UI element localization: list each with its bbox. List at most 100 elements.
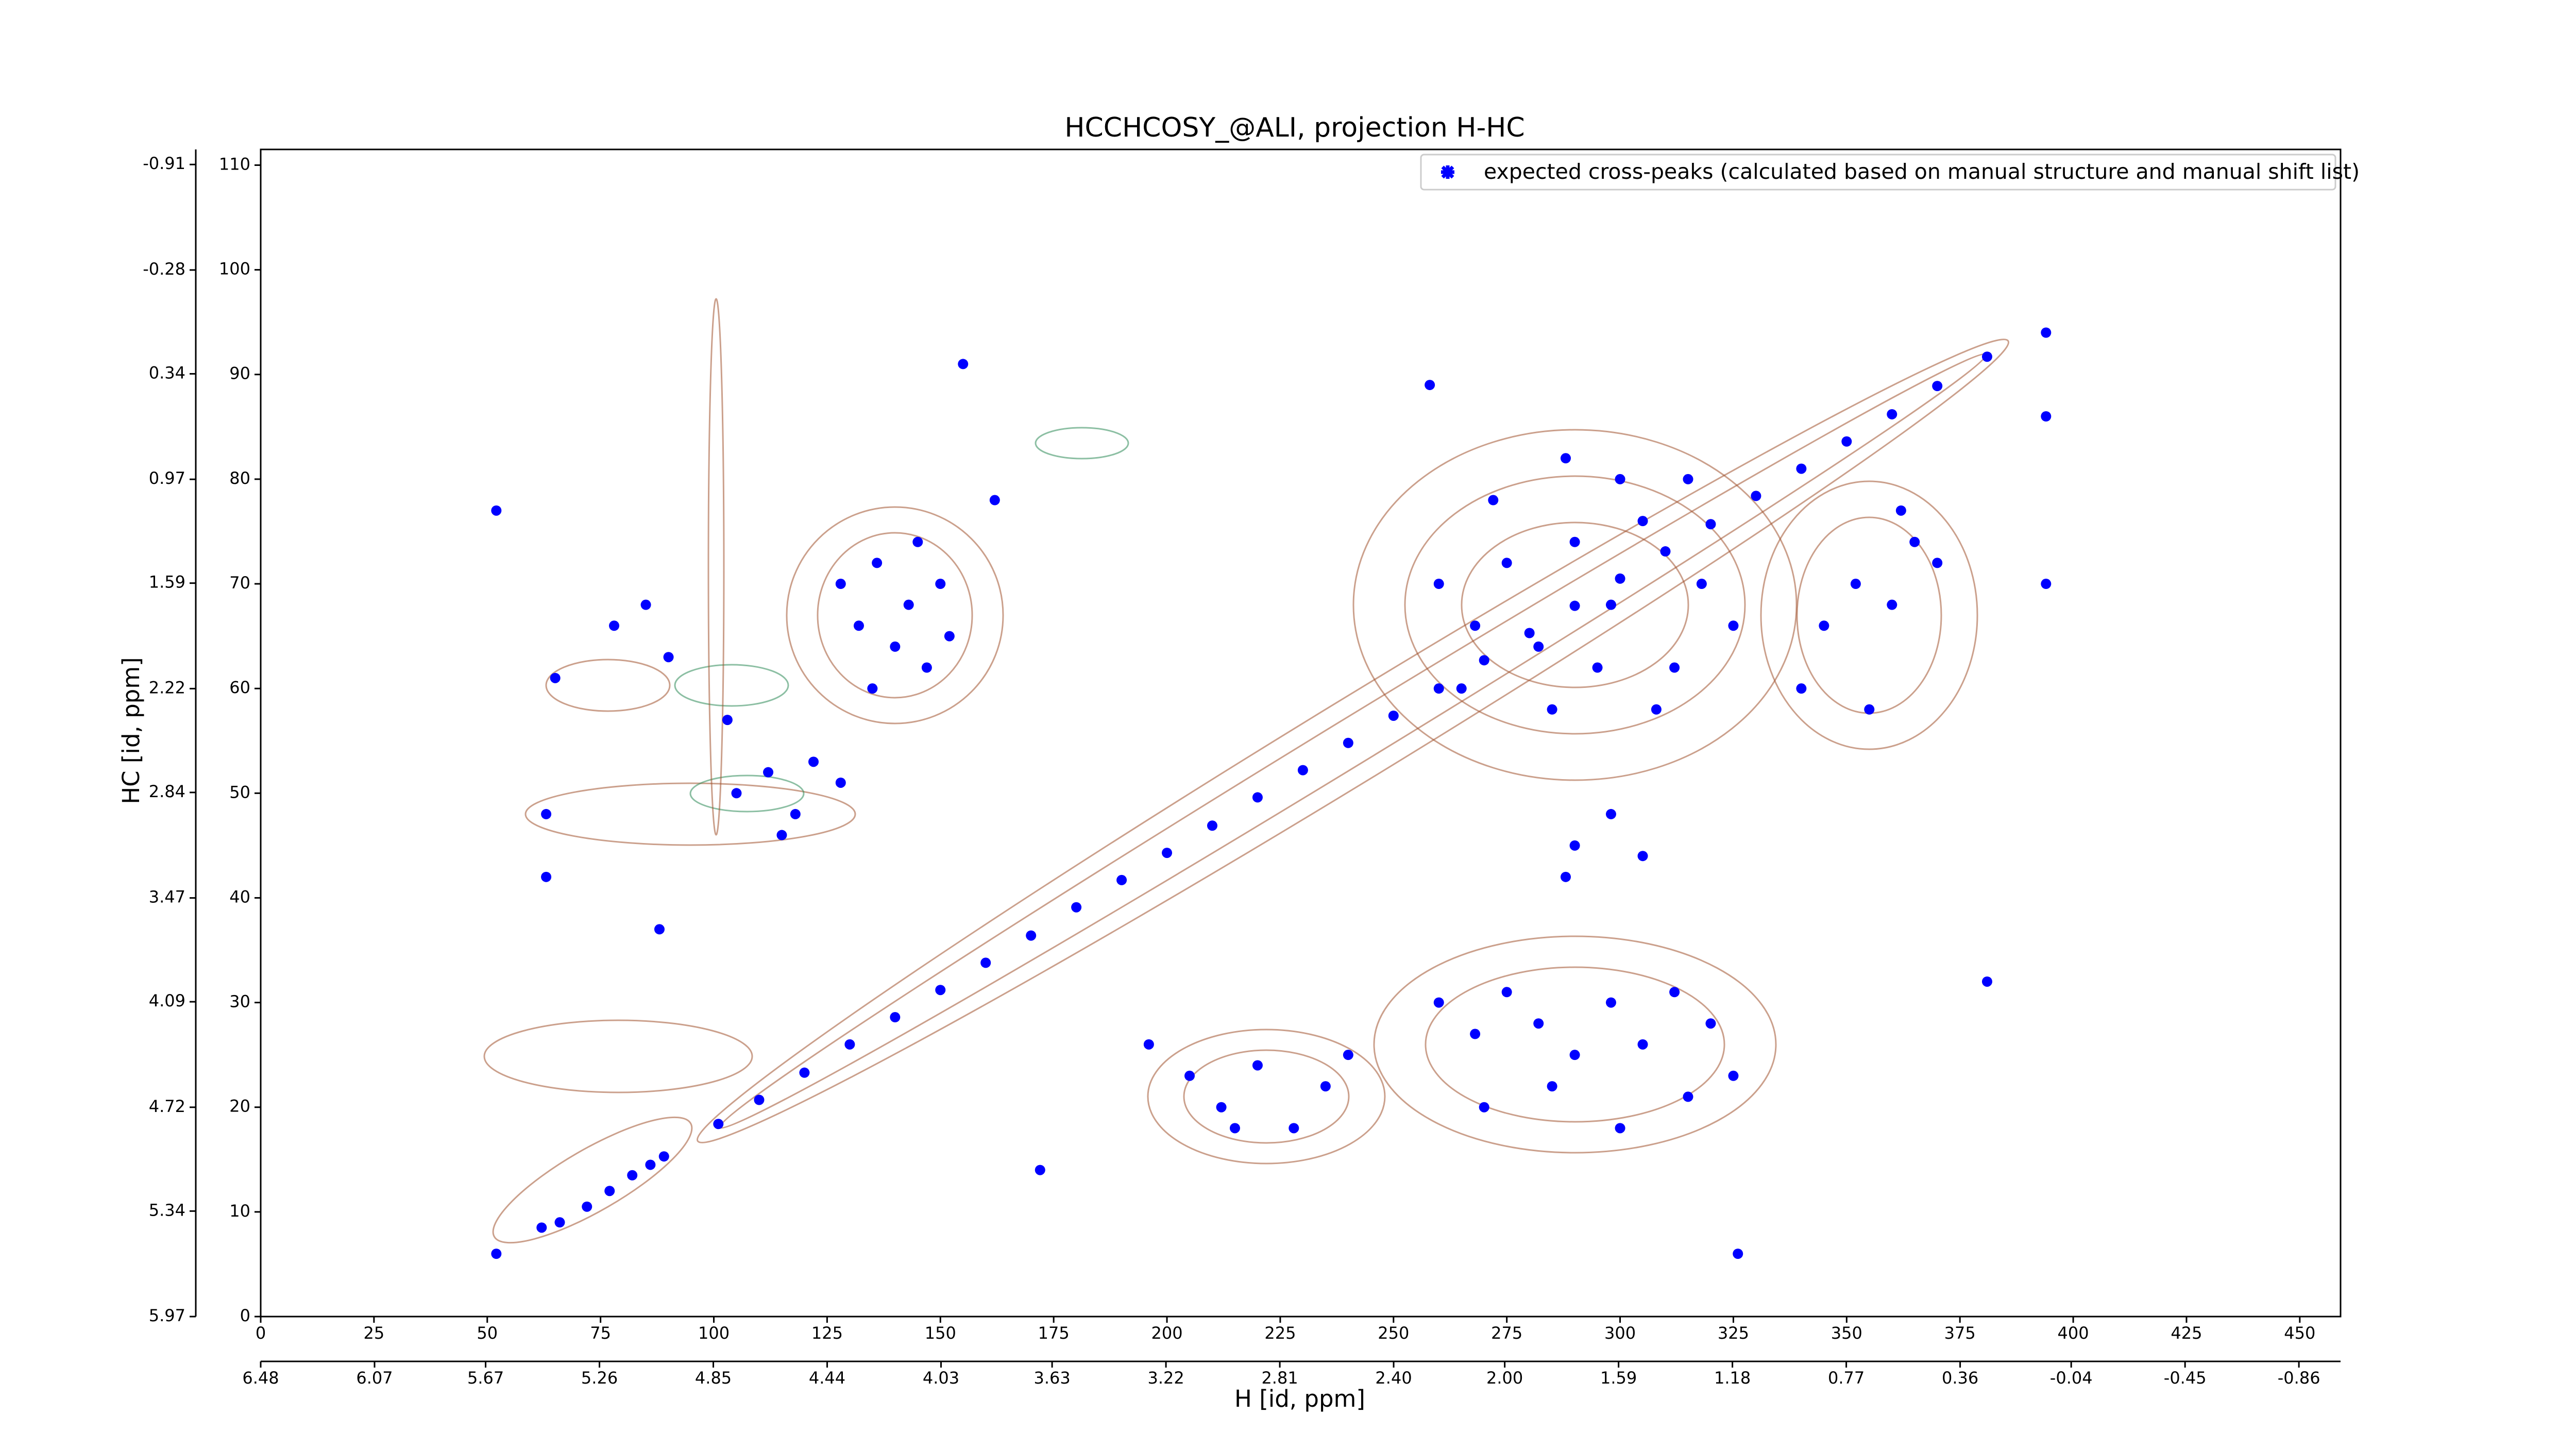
cross-peak bbox=[1433, 683, 1444, 694]
cross-peak bbox=[1035, 1165, 1045, 1175]
x2-tick-label: -0.86 bbox=[2278, 1368, 2320, 1388]
cross-peak bbox=[722, 715, 733, 726]
y-tick-label: 0 bbox=[240, 1306, 250, 1325]
cross-peak bbox=[1981, 976, 1992, 987]
cross-peak bbox=[980, 957, 991, 968]
cross-peak bbox=[2041, 327, 2052, 338]
cross-peak bbox=[1683, 1091, 1693, 1102]
x-tick-label: 325 bbox=[1718, 1323, 1749, 1343]
x2-tick-label: 2.00 bbox=[1486, 1368, 1523, 1388]
cross-peak bbox=[1533, 641, 1544, 652]
cross-peak bbox=[1388, 710, 1399, 721]
y2-tick-label: 2.22 bbox=[149, 678, 185, 697]
cross-peak bbox=[935, 579, 946, 589]
cross-peak bbox=[835, 777, 846, 788]
cross-peak bbox=[731, 788, 742, 799]
cross-peak bbox=[958, 359, 969, 369]
cross-peak bbox=[754, 1094, 765, 1105]
y-tick-label: 100 bbox=[219, 259, 250, 279]
cross-peak bbox=[1297, 765, 1308, 776]
cross-peak bbox=[1660, 546, 1671, 557]
cross-peak bbox=[1569, 1050, 1580, 1060]
x2-tick-label: -0.45 bbox=[2164, 1368, 2207, 1388]
cross-peak bbox=[1501, 987, 1512, 998]
cross-peak bbox=[1605, 808, 1616, 819]
cross-peak bbox=[645, 1159, 656, 1170]
cross-peak bbox=[1229, 1123, 1240, 1134]
x2-tick-label: 6.07 bbox=[356, 1368, 393, 1388]
x-tick-label: 25 bbox=[364, 1323, 385, 1343]
y-tick-label: 40 bbox=[229, 887, 250, 906]
cross-peak bbox=[1116, 874, 1127, 885]
y-tick-label: 110 bbox=[219, 154, 250, 174]
legend-box bbox=[1420, 154, 2336, 191]
x2-tick-label: 5.67 bbox=[467, 1368, 504, 1388]
y2-tick-label: 1.59 bbox=[149, 572, 185, 592]
legend-label: expected cross-peaks (calculated based o… bbox=[1484, 159, 2360, 184]
cross-peak bbox=[491, 505, 502, 516]
cross-peak bbox=[1026, 930, 1037, 941]
cross-peak bbox=[776, 830, 787, 840]
plot-frame bbox=[260, 148, 2342, 1318]
x-tick-label: 275 bbox=[1491, 1323, 1522, 1343]
cross-peak bbox=[1216, 1102, 1227, 1113]
cross-peak bbox=[1289, 1123, 1299, 1134]
cross-peak bbox=[921, 662, 932, 673]
cross-peak bbox=[663, 652, 674, 663]
x2-tick-label: 1.59 bbox=[1600, 1368, 1637, 1388]
cross-peak bbox=[1143, 1039, 1154, 1050]
x-tick-label: 225 bbox=[1264, 1323, 1296, 1343]
x2-tick-label: 0.36 bbox=[1942, 1368, 1978, 1388]
y-tick-label: 60 bbox=[229, 678, 250, 697]
cross-peak bbox=[1637, 516, 1648, 527]
cross-peak bbox=[1207, 820, 1217, 831]
cross-peak bbox=[903, 599, 914, 610]
y-tick-label: 30 bbox=[229, 992, 250, 1012]
cross-peak bbox=[1343, 1050, 1353, 1060]
cross-peak bbox=[2041, 579, 2052, 589]
cross-peak bbox=[491, 1249, 502, 1259]
cross-peak bbox=[582, 1201, 592, 1212]
cross-peak bbox=[808, 756, 819, 767]
y2-tick-label: 2.84 bbox=[149, 782, 185, 801]
x2-tick-label: 4.03 bbox=[923, 1368, 959, 1388]
cross-peak bbox=[872, 558, 883, 568]
x2-tick-label: 3.63 bbox=[1033, 1368, 1070, 1388]
cross-peak bbox=[1651, 704, 1662, 715]
x-tick-label: 450 bbox=[2284, 1323, 2315, 1343]
cross-peak bbox=[554, 1217, 565, 1228]
x2-tick-label: 0.77 bbox=[1828, 1368, 1865, 1388]
cross-peak bbox=[640, 599, 651, 610]
cross-peak bbox=[1728, 620, 1739, 631]
y-tick-label: 20 bbox=[229, 1097, 250, 1116]
cross-peak bbox=[1887, 409, 1897, 419]
cross-peak bbox=[1470, 1029, 1481, 1039]
cross-peak bbox=[550, 672, 561, 683]
y2-tick-label: 4.09 bbox=[149, 991, 185, 1010]
y-tick-label: 70 bbox=[229, 573, 250, 593]
x-tick-label: 0 bbox=[256, 1323, 266, 1343]
cross-peak bbox=[799, 1067, 810, 1078]
cross-peak bbox=[1456, 683, 1467, 694]
cross-peak bbox=[867, 683, 878, 694]
x-tick-label: 150 bbox=[925, 1323, 956, 1343]
cross-peak bbox=[1561, 453, 1571, 464]
cross-peak bbox=[1501, 558, 1512, 568]
y-tick-label: 90 bbox=[229, 364, 250, 383]
cross-peak bbox=[890, 1012, 901, 1023]
cross-peak bbox=[604, 1186, 615, 1197]
contour-decoration bbox=[483, 298, 2009, 1244]
y-tick-label: 10 bbox=[229, 1201, 250, 1221]
cross-peak bbox=[536, 1222, 547, 1233]
cross-peak bbox=[1433, 579, 1444, 589]
cross-peak bbox=[1887, 599, 1897, 610]
x-tick-label: 50 bbox=[477, 1323, 498, 1343]
cross-peak bbox=[1592, 662, 1603, 673]
cross-peak bbox=[1433, 997, 1444, 1008]
cross-peak bbox=[763, 767, 774, 778]
cross-peak bbox=[1796, 683, 1807, 694]
x2-tick-label: 6.48 bbox=[242, 1368, 279, 1388]
x-axis-label: H [id, ppm] bbox=[1234, 1385, 1365, 1412]
cross-peak bbox=[1705, 519, 1716, 530]
x-tick-label: 425 bbox=[2171, 1323, 2202, 1343]
